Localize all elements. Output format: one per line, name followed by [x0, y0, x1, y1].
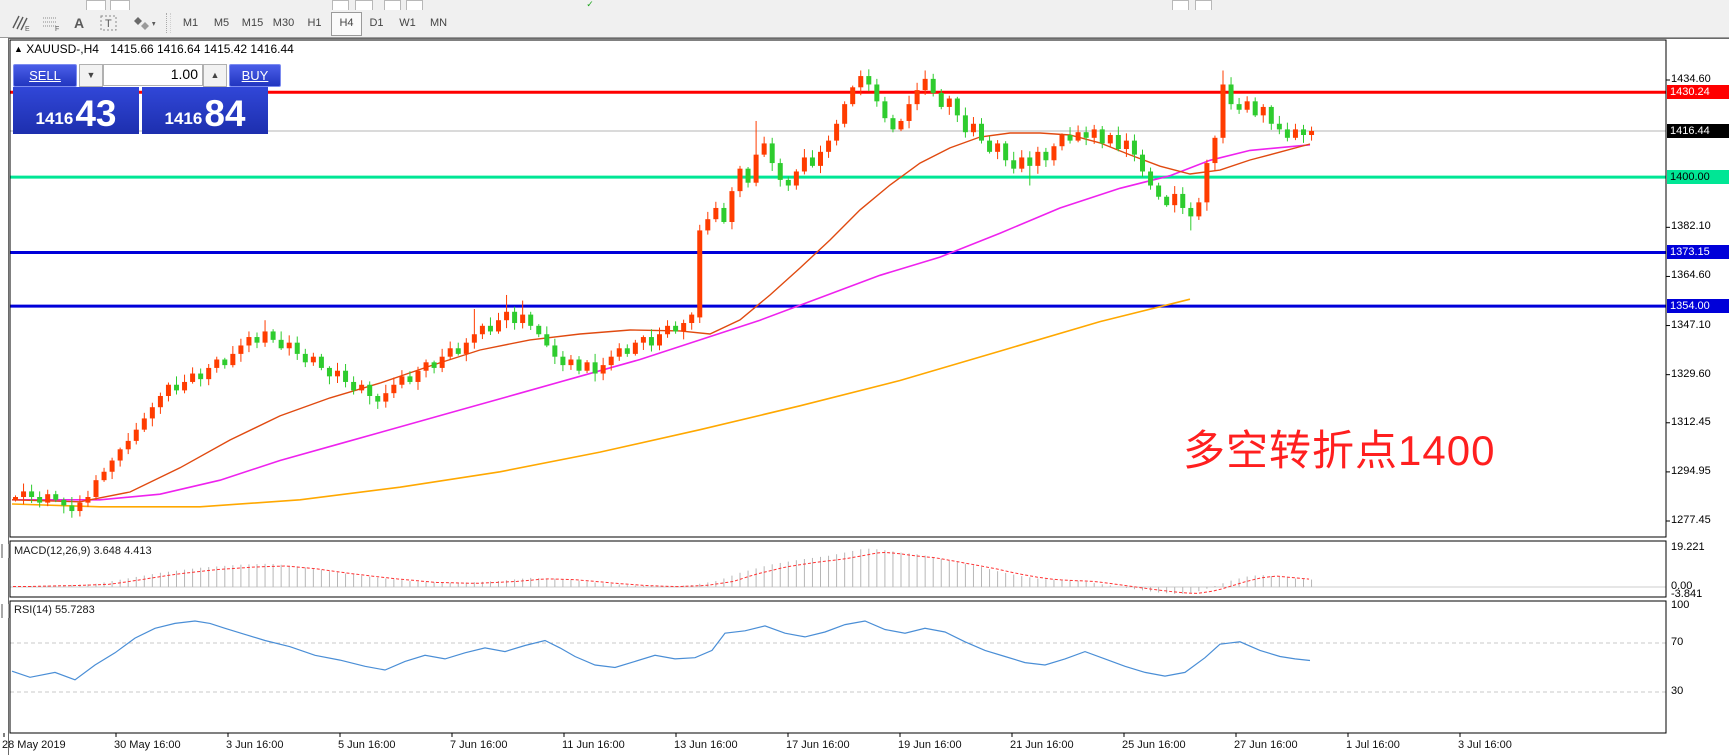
rsi-label: RSI(14) 55.7283	[14, 604, 95, 616]
price-axis-tick: 1347.10	[1671, 318, 1711, 331]
price-axis-tick: 1329.60	[1671, 367, 1711, 380]
spin-up-icon: ▲	[210, 70, 220, 80]
buy-price-small: 1416	[164, 109, 203, 128]
timeframe-button-w1[interactable]: W1	[399, 17, 416, 29]
volume-input[interactable]: 1.00	[103, 64, 203, 86]
svg-text:F: F	[55, 26, 59, 32]
chart-frame-left	[8, 38, 9, 755]
timeframe-button-m5[interactable]: M5	[213, 17, 230, 29]
macd-values: 3.648 4.413	[93, 545, 152, 557]
text-label-icon[interactable]: A	[73, 15, 85, 31]
timeframe-button-h4[interactable]: H4	[331, 12, 362, 36]
indicators-icon[interactable]: E	[8, 12, 34, 34]
timeframe-button-m30[interactable]: M30	[272, 17, 295, 29]
buy-button[interactable]: BUY	[229, 64, 281, 87]
chart-title: ▲ XAUUSD-,H4 1415.66 1416.64 1415.42 141…	[14, 42, 294, 56]
top-mini-button[interactable]	[355, 0, 373, 10]
top-mini-button[interactable]	[332, 0, 349, 10]
top-mini-button[interactable]	[1172, 0, 1189, 10]
rsi-value: 55.7283	[54, 604, 95, 616]
price-axis-tick: 1277.45	[1671, 514, 1711, 526]
rsi-axis-tick: 30	[1671, 685, 1684, 697]
top-green-glyph: ✓	[586, 0, 594, 9]
time-axis-label: 17 Jun 16:00	[786, 739, 850, 751]
time-axis-label: 11 Jun 16:00	[562, 739, 625, 751]
time-axis-label: 13 Jun 16:00	[674, 739, 738, 751]
time-axis-label: 1 Jul 16:00	[1346, 739, 1400, 751]
price-level-label: 1400.00	[1667, 170, 1729, 185]
time-axis-label: 3 Jun 16:00	[226, 739, 284, 751]
text-box-icon[interactable]: T	[96, 12, 122, 34]
price-axis-tick: 1364.60	[1671, 269, 1711, 282]
rsi-axis-tick: 70	[1671, 636, 1684, 648]
time-axis-label: 27 Jun 16:00	[1234, 739, 1298, 751]
timeframe-button-d1[interactable]: D1	[369, 17, 384, 29]
macd-axis-tick: 0.00	[1671, 580, 1693, 592]
spin-down-icon: ▼	[86, 70, 96, 80]
sell-button[interactable]: SELL	[13, 64, 77, 87]
time-axis-label: 21 Jun 16:00	[1010, 739, 1074, 751]
price-level-label: 1430.24	[1667, 85, 1729, 100]
top-mini-button[interactable]	[86, 0, 106, 10]
macd-label: MACD(12,26,9) 3.648 4.413	[14, 545, 152, 557]
chart-annotation-text: 多空转折点1400	[1183, 427, 1496, 474]
time-axis-label: 3 Jul 16:00	[1458, 739, 1512, 751]
buy-price-panel[interactable]: 1416 84	[142, 87, 268, 134]
macd-axis-tick: -3.841	[1671, 587, 1703, 600]
collapse-arrow-icon[interactable]: ▲	[14, 44, 23, 54]
svg-text:T: T	[105, 18, 112, 30]
price-axis-tick: 1294.95	[1671, 464, 1711, 477]
macd-window-drag-handle[interactable]	[1, 544, 10, 558]
current-price-label: 1416.44	[1667, 123, 1729, 138]
time-axis-label: 30 May 16:00	[114, 739, 181, 751]
sell-button-label: SELL	[29, 68, 61, 83]
sell-price-big: 43	[75, 93, 117, 134]
top-mini-button[interactable]	[110, 0, 130, 10]
volume-increase-button[interactable]: ▲	[203, 64, 227, 87]
ohlc-values: 1415.66 1416.64 1415.42 1416.44	[110, 42, 294, 56]
rsi-axis-tick: 100	[1671, 599, 1690, 612]
buy-price-big: 84	[204, 93, 246, 134]
volume-decrease-button[interactable]: ▼	[79, 64, 103, 87]
price-axis-tick: 1382.10	[1671, 220, 1711, 233]
time-axis-label: 25 Jun 16:00	[1122, 739, 1186, 751]
sell-price-small: 1416	[35, 109, 74, 128]
chart-frame-top	[8, 38, 1729, 39]
top-mini-button[interactable]	[1195, 0, 1212, 10]
timeframe-button-mn[interactable]: MN	[429, 17, 448, 29]
time-axis-label: 7 Jun 16:00	[450, 739, 508, 751]
toolbar: E F A T M1 M5 M15 M30 H1 H4 D1 W1 MN	[0, 10, 1729, 38]
macd-axis-tick: 19.221	[1671, 541, 1705, 553]
time-axis-label: 5 Jun 16:00	[338, 739, 396, 751]
svg-text:E: E	[25, 26, 30, 32]
price-level-label: 1354.00	[1667, 299, 1729, 314]
top-mini-button[interactable]	[406, 0, 423, 10]
buy-button-label: BUY	[241, 68, 269, 83]
price-axis-tick: 1434.60	[1671, 73, 1711, 85]
time-axis-label: 19 Jun 16:00	[898, 739, 962, 751]
grid-icon[interactable]: F	[38, 12, 64, 34]
timeframe-button-m15[interactable]: M15	[241, 17, 264, 29]
price-level-label: 1373.15	[1667, 245, 1729, 260]
time-axis-label: 28 May 2019	[2, 739, 66, 751]
toolbar-separator	[166, 13, 171, 33]
top-mini-button[interactable]	[384, 0, 401, 10]
objects-arrange-icon[interactable]	[128, 12, 162, 34]
symbol-title: XAUUSD-,H4	[26, 42, 99, 56]
timeframe-button-h1[interactable]: H1	[307, 17, 322, 29]
sell-price-panel[interactable]: 1416 43	[13, 87, 139, 134]
timeframe-button-m1[interactable]: M1	[182, 17, 199, 29]
price-axis-tick: 1312.45	[1671, 415, 1711, 428]
rsi-window-drag-handle[interactable]	[1, 604, 10, 618]
